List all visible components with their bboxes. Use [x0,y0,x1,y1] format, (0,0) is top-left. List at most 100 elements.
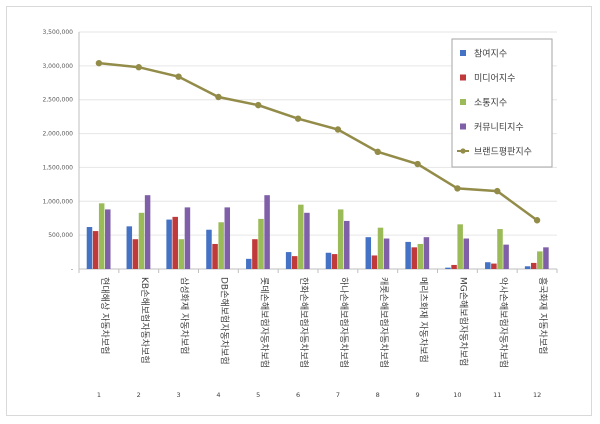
y-tick-label: 3,500,000 [42,29,73,36]
bar-커뮤니티지수-2 [144,195,151,269]
category-label: KB손해보험자동차보험 [139,277,151,364]
rank-label: 10 [453,391,461,399]
bar-참여지수-7 [325,252,332,269]
line-point-1 [95,59,103,67]
bar-소통지수-10 [457,224,463,269]
y-tick-label: 2,500,000 [42,97,73,104]
line-point-6 [294,115,302,122]
bar-미디어지수-11 [491,263,497,269]
legend-swatch [460,123,466,130]
bar-미디어지수-1 [92,231,99,269]
line-point-10 [454,185,461,192]
bar-미디어지수-3 [172,216,178,269]
bar-참여지수-4 [206,229,212,269]
bar-커뮤니티지수-3 [184,207,191,269]
rank-label: 6 [296,391,300,399]
bar-소통지수-6 [298,204,304,269]
rank-label: 12 [533,391,541,399]
y-tick-label: - [71,266,73,273]
bar-소통지수-11 [497,229,503,269]
bar-미디어지수-6 [291,256,298,269]
rank-label: 11 [493,391,501,399]
rank-label: 8 [376,391,380,399]
y-tick-label: 2,000,000 [42,131,73,138]
line-point-3 [175,73,182,80]
gridlines [79,31,557,270]
bar-커뮤니티지수-1 [105,209,111,269]
category-label: 한화손해보험자동차보험 [298,277,310,368]
bar-series [86,195,549,269]
bar-참여지수-3 [166,219,172,269]
category-label: 롯데손해보험자동차보험 [258,277,270,368]
category-label: 현대해상 자동차보험 [99,277,111,354]
bar-소통지수-5 [258,218,264,269]
bar-소통지수-2 [138,212,145,269]
line-point-8 [374,148,381,156]
line-브랜드평판지수 [98,61,538,222]
line-point-9 [414,160,421,168]
bar-참여지수-12 [524,266,531,269]
bar-참여지수-5 [246,258,252,269]
legend-label: 커뮤니티지수 [474,122,524,133]
bar-미디어지수-2 [132,239,139,269]
bar-미디어지수-12 [530,262,537,269]
category-label: MG손해보험자동차보험 [457,277,469,366]
legend-swatch [460,99,466,105]
bar-참여지수-9 [405,241,411,269]
bar-소통지수-12 [537,251,543,269]
bar-참여지수-11 [485,262,491,269]
bar-커뮤니티지수-8 [383,238,390,269]
legend-box [451,38,553,168]
bar-미디어지수-7 [331,254,338,269]
bar-커뮤니티지수-9 [423,237,430,269]
bar-참여지수-1 [86,227,93,269]
rank-label: 5 [256,391,260,399]
line-series [95,59,541,224]
line-point-2 [135,64,142,71]
rank-label: 1 [97,391,101,399]
legend-label: 브랜드평판지수 [474,147,532,158]
line-point-11 [494,187,501,195]
x-axis: 현대해상 자동차보험 1 KB손해보험자동차보험 2 삼성화재 자동차보험 3 DB손해보험… [78,269,558,399]
category-label: 메리츠화재 자동차보험 [418,277,430,363]
y-axis: - 500,000 1,000,000 1,500,000 2,000,000 2,500… [42,29,80,273]
bar-커뮤니티지수-12 [543,247,549,269]
legend-label: 참여지수 [474,48,507,60]
bar-소통지수-8 [377,227,384,269]
brand-reputation-chart: - 500,000 1,000,000 1,500,000 2,000,000 2,500… [42,29,558,399]
bar-미디어지수-10 [451,264,457,269]
bar-커뮤니티지수-11 [503,244,509,269]
bar-참여지수-2 [126,226,133,269]
rank-label: 4 [216,391,220,399]
line-point-7 [334,126,342,133]
legend-label: 미디어지수 [474,73,515,84]
legend-marker [460,148,466,154]
bar-커뮤니티지수-4 [224,207,231,269]
chart-frame: - 500,000 1,000,000 1,500,000 2,000,000 2,500… [6,6,592,416]
bar-소통지수-4 [218,222,224,269]
bar-커뮤니티지수-6 [304,212,310,269]
bar-미디어지수-5 [252,239,258,269]
category-label: 캐롯손해보험자동차보험 [378,277,390,368]
category-label: DB손해보험자동차보험 [218,277,230,365]
bar-소통지수-7 [337,209,344,269]
bar-참여지수-6 [285,252,292,269]
bar-소통지수-9 [417,243,424,269]
rank-label: 2 [137,391,141,399]
bar-참여지수-8 [365,237,372,269]
rank-label: 9 [416,391,420,399]
bar-미디어지수-9 [411,247,417,269]
line-point-12 [533,217,541,224]
bar-커뮤니티지수-5 [264,195,270,269]
bar-소통지수-3 [178,239,185,269]
legend-label: 소통지수 [474,98,507,109]
bar-미디어지수-4 [212,243,218,269]
legend-swatch [460,74,466,81]
rank-label: 7 [336,391,340,399]
bar-소통지수-1 [98,203,105,269]
category-label: 악사손해보험자동차보험 [497,277,509,368]
bar-참여지수-10 [445,267,451,269]
legend-swatch [460,50,466,56]
line-point-4 [215,93,222,101]
